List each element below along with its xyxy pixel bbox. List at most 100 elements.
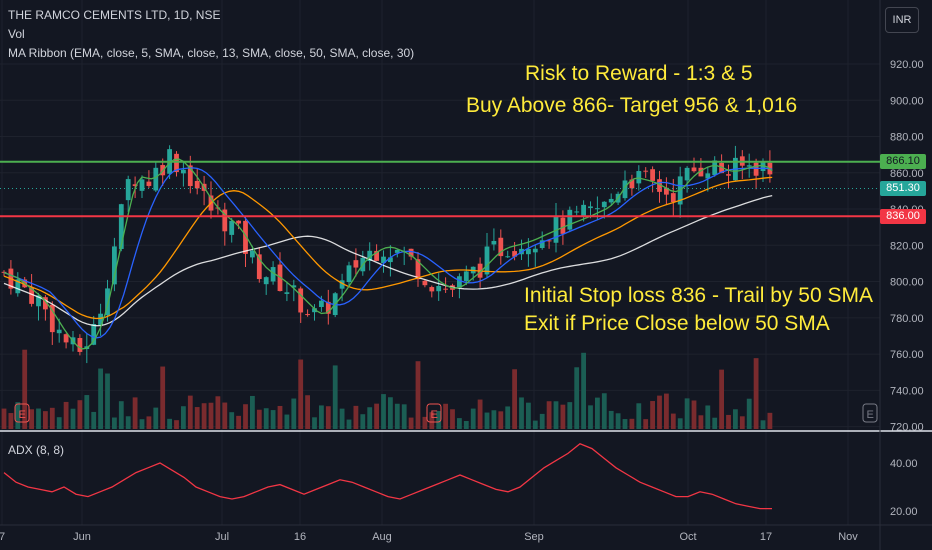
volume-bar <box>381 394 386 429</box>
candle-body <box>394 249 400 253</box>
candle-body <box>187 165 193 187</box>
candle-body <box>284 292 290 294</box>
candle-body <box>63 334 69 343</box>
volume-bar <box>491 410 497 429</box>
ema-5-line <box>3 158 773 350</box>
time-tick-label: Nov <box>838 531 858 543</box>
candle-body <box>705 173 711 179</box>
volume-bar <box>526 402 531 429</box>
price-tick-label: 920.00 <box>890 59 924 71</box>
candle-body <box>636 171 642 184</box>
volume-bar <box>319 405 324 429</box>
candle-body <box>746 165 752 167</box>
currency-button[interactable]: INR <box>885 7 919 33</box>
volume-bar <box>187 395 193 429</box>
adx-tick-label: 20.00 <box>890 506 918 518</box>
volume-bar <box>615 413 621 429</box>
adx-label: ADX (8, 8) <box>8 443 64 457</box>
time-tick-label: Aug <box>372 531 392 543</box>
candle-body <box>194 180 200 189</box>
volume-bar <box>250 395 255 429</box>
volume-bar <box>43 411 48 429</box>
candle-body <box>49 304 55 333</box>
candle-body <box>650 169 655 181</box>
candle-body <box>270 267 276 282</box>
volume-bar <box>484 412 490 429</box>
candle-body <box>118 204 124 249</box>
candle-body <box>353 260 359 268</box>
volume-bar <box>601 393 607 429</box>
candle-body <box>132 184 138 186</box>
volume-bar <box>298 359 304 429</box>
candle-body <box>325 301 331 314</box>
volume-bar <box>229 412 235 429</box>
time-tick-label: Jun <box>73 531 91 543</box>
candle-body <box>567 209 573 230</box>
candle-body <box>43 297 48 310</box>
volume-bar <box>746 398 752 429</box>
candle-body <box>56 329 62 334</box>
volume-bar <box>91 411 97 429</box>
candle-body <box>463 271 469 281</box>
candle-body <box>388 257 393 263</box>
price-tick-label: 900.00 <box>890 95 924 107</box>
time-tick-label: 7 <box>0 531 5 543</box>
volume-bar <box>236 415 241 429</box>
volume-bar <box>691 400 697 429</box>
volume-bar <box>291 398 297 429</box>
sma-30-line <box>3 176 773 320</box>
candle-body <box>560 217 566 234</box>
candle-body <box>657 179 662 192</box>
candle-body <box>98 313 103 326</box>
candle-body <box>726 174 731 176</box>
candle-body <box>305 314 310 316</box>
volume-bar <box>132 397 138 429</box>
volume-bar <box>567 402 573 429</box>
candle-body <box>263 277 269 285</box>
adx-tick-label: 40.00 <box>890 458 918 470</box>
price-tick-label: 780.00 <box>890 313 924 325</box>
time-tick-label: 17 <box>760 531 772 543</box>
volume-bar <box>8 413 14 429</box>
volume-bar <box>63 401 69 429</box>
volume-bar <box>346 419 352 429</box>
earnings-marker-text: E <box>19 409 26 421</box>
candle-body <box>691 167 697 172</box>
earnings-marker <box>426 403 442 423</box>
volume-bar <box>70 408 76 429</box>
candle-body <box>408 248 414 257</box>
volume-bar <box>739 416 745 429</box>
volume-bar <box>539 413 545 429</box>
price-tick-label: 720.00 <box>890 422 924 434</box>
volume-bar <box>719 369 724 429</box>
price-tick-label: 860.00 <box>890 168 924 180</box>
volume-bar <box>622 419 628 429</box>
volume-bar <box>505 406 511 429</box>
candle-body <box>256 254 262 280</box>
candle-body <box>298 288 304 313</box>
volume-bar <box>629 418 635 429</box>
volume-bar <box>388 397 393 429</box>
candle-body <box>153 167 159 191</box>
adx-line <box>3 443 772 510</box>
candle-body <box>415 259 421 280</box>
candle-body <box>719 162 724 174</box>
volume-bar <box>650 401 655 429</box>
volume-bar <box>125 416 131 429</box>
candle-body <box>312 308 317 313</box>
buy-level-label: 866.10 <box>880 154 926 169</box>
volume-bar <box>339 408 345 429</box>
candle-body <box>229 220 235 235</box>
annotation-stop-loss: Initial Stop loss 836 - Trail by 50 SMA <box>524 284 873 307</box>
volume-bar <box>98 368 103 429</box>
volume-bar <box>367 407 373 429</box>
candle-body <box>601 201 607 208</box>
volume-bar <box>374 403 379 429</box>
candle-body <box>381 256 386 264</box>
volume-bar <box>415 361 421 429</box>
volume-bar <box>443 403 448 429</box>
volume-bar <box>767 412 773 429</box>
volume-bar <box>643 419 649 429</box>
candle-body <box>608 198 614 203</box>
